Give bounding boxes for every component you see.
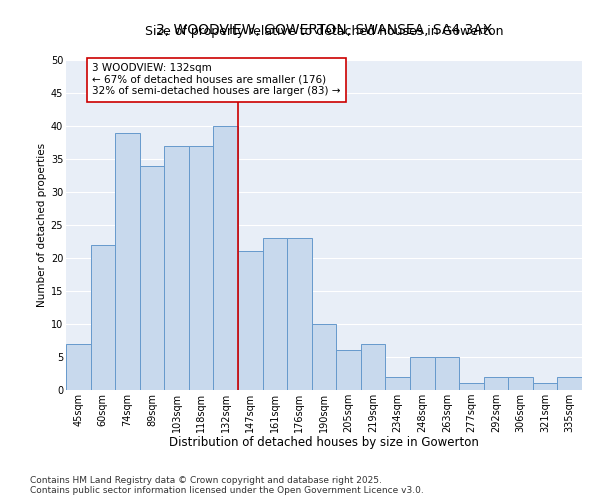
- Bar: [336, 350, 361, 390]
- Bar: [189, 146, 214, 390]
- Bar: [385, 377, 410, 390]
- Bar: [263, 238, 287, 390]
- Bar: [484, 377, 508, 390]
- Bar: [91, 245, 115, 390]
- Text: 3 WOODVIEW: 132sqm
← 67% of detached houses are smaller (176)
32% of semi-detach: 3 WOODVIEW: 132sqm ← 67% of detached hou…: [92, 64, 340, 96]
- Bar: [557, 377, 582, 390]
- X-axis label: Distribution of detached houses by size in Gowerton: Distribution of detached houses by size …: [169, 436, 479, 450]
- Bar: [533, 384, 557, 390]
- Bar: [361, 344, 385, 390]
- Bar: [459, 384, 484, 390]
- Bar: [115, 132, 140, 390]
- Text: Contains HM Land Registry data © Crown copyright and database right 2025.
Contai: Contains HM Land Registry data © Crown c…: [30, 476, 424, 495]
- Bar: [66, 344, 91, 390]
- Text: 3, WOODVIEW, GOWERTON, SWANSEA, SA4 3AX: 3, WOODVIEW, GOWERTON, SWANSEA, SA4 3AX: [156, 22, 492, 36]
- Bar: [434, 357, 459, 390]
- Bar: [164, 146, 189, 390]
- Bar: [140, 166, 164, 390]
- Bar: [508, 377, 533, 390]
- Bar: [287, 238, 312, 390]
- Title: Size of property relative to detached houses in Gowerton: Size of property relative to detached ho…: [145, 25, 503, 38]
- Bar: [238, 252, 263, 390]
- Bar: [312, 324, 336, 390]
- Y-axis label: Number of detached properties: Number of detached properties: [37, 143, 47, 307]
- Bar: [214, 126, 238, 390]
- Bar: [410, 357, 434, 390]
